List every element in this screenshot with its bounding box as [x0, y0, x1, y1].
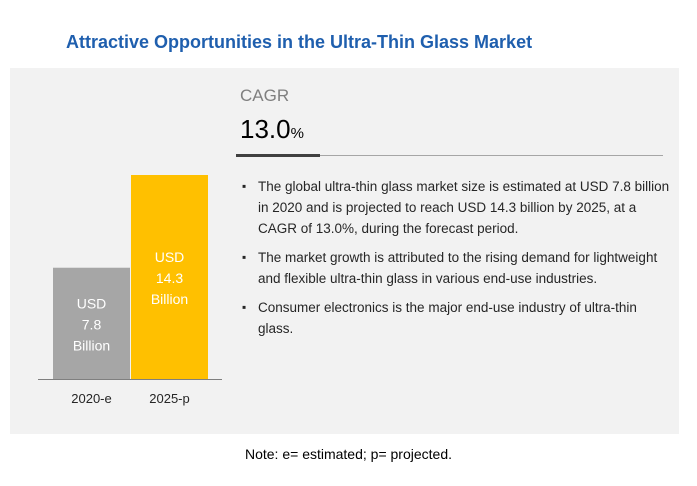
- infographic-panel: CAGR 13.0% USD 7.8 Billion 2020-e USD 14.3 Bil…: [10, 68, 679, 434]
- key-findings-list: The global ultra-thin glass market size …: [242, 176, 674, 347]
- cagr-number: 13.0: [240, 114, 291, 144]
- cagr-underline: [320, 155, 663, 156]
- cagr-underline-accent: [236, 154, 320, 157]
- finding-growth-driver: The market growth is attributed to the r…: [242, 247, 674, 289]
- data-label-2025-p-line-1: 14.3: [156, 270, 183, 286]
- bar-chart: USD 7.8 Billion 2020-e USD 14.3 Billion 2025-p: [38, 175, 222, 406]
- data-label-2020-e-line-1: 7.8: [82, 316, 102, 332]
- finding-market-size: The global ultra-thin glass market size …: [242, 176, 674, 239]
- data-label-2025-p-line-0: USD: [155, 249, 185, 265]
- bar-2025-p: [131, 175, 208, 379]
- cagr-value: 13.0%: [240, 114, 304, 145]
- x-tick-label-2025-p: 2025-p: [149, 391, 189, 406]
- data-label-2025-p-line-2: Billion: [151, 291, 188, 307]
- finding-end-use: Consumer electronics is the major end-us…: [242, 297, 674, 339]
- page-title: Attractive Opportunities in the Ultra-Th…: [66, 32, 533, 52]
- cagr-unit: %: [290, 125, 304, 142]
- cagr-label: CAGR: [240, 86, 290, 105]
- footnote: Note: e= estimated; p= projected.: [244, 446, 452, 462]
- data-label-2020-e-line-0: USD: [77, 295, 107, 311]
- data-label-2020-e-line-2: Billion: [73, 337, 110, 353]
- bar-2020-e: [53, 267, 130, 379]
- x-tick-label-2020-e: 2020-e: [71, 391, 111, 406]
